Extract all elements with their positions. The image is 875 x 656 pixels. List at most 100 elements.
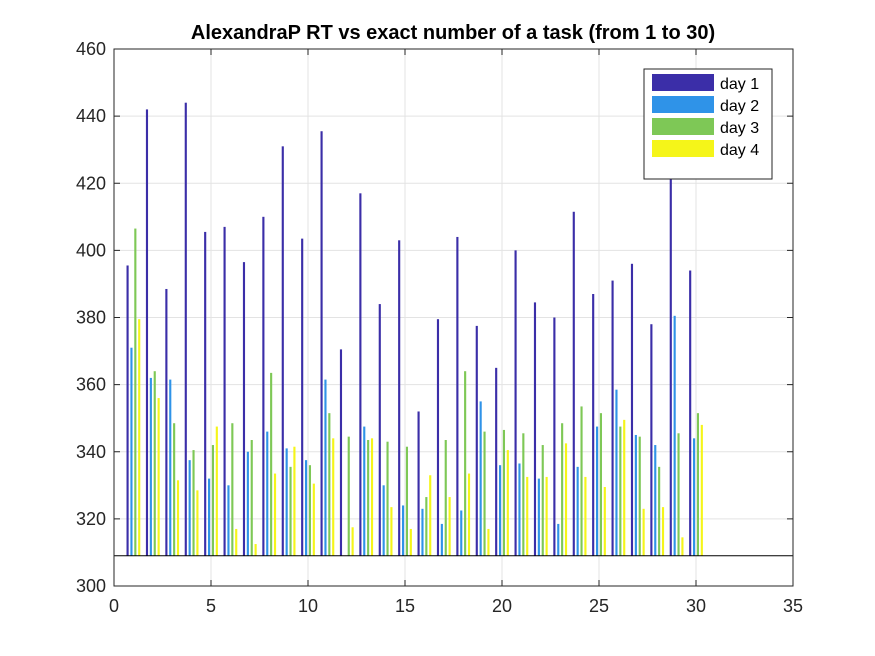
bar-day-4-task-11: [332, 438, 335, 556]
bar-day-2-task-22: [537, 478, 540, 556]
bar-day-3-task-2: [153, 371, 156, 556]
bar-day-3-task-22: [541, 445, 544, 556]
bar-day-2-task-13: [363, 426, 366, 556]
bar-day-4-task-25: [603, 486, 606, 556]
legend-swatch-day-3: [652, 118, 714, 135]
bar-day-1-task-27: [630, 263, 634, 556]
bar-day-3-task-6: [231, 423, 234, 556]
legend: day 1 day 2 day 3 day 4: [643, 68, 773, 180]
bar-day-1-task-12: [339, 349, 343, 556]
bar-day-4-task-13: [370, 438, 374, 556]
bar-day-1-task-13: [359, 193, 362, 556]
y-tick-label: 440: [76, 106, 106, 126]
bar-day-1-task-3: [165, 288, 168, 556]
bar-day-3-task-16: [425, 497, 428, 556]
bar-day-3-task-7: [250, 440, 253, 556]
bar-day-2-task-5: [207, 478, 211, 556]
bar-day-4-task-19: [487, 528, 490, 556]
y-tick-label: 400: [76, 240, 106, 260]
y-tick-label: 320: [76, 509, 106, 529]
bar-day-1-task-23: [553, 317, 556, 556]
bar-day-1-task-24: [572, 211, 575, 556]
bar-day-1-task-9: [281, 146, 284, 556]
legend-label-day-3: day 3: [720, 120, 759, 137]
bar-day-2-task-20: [498, 465, 502, 556]
bar-day-3-task-11: [328, 413, 331, 556]
bar-day-3-task-3: [173, 423, 176, 556]
legend-label-day-2: day 2: [720, 98, 759, 115]
bar-day-1-task-6: [223, 226, 226, 556]
bar-day-4-task-23: [564, 443, 568, 556]
bar-day-2-task-19: [479, 401, 482, 556]
bar-day-3-task-29: [677, 433, 680, 556]
legend-label-day-1: day 1: [720, 76, 759, 93]
legend-swatch-day-1: [652, 74, 714, 91]
bar-day-3-task-10: [308, 465, 312, 556]
bar-day-4-task-9: [293, 446, 296, 556]
y-tick-label: 420: [76, 173, 106, 193]
bar-day-4-task-17: [448, 497, 451, 556]
bar-day-4-task-26: [623, 419, 626, 556]
bar-day-1-task-25: [592, 294, 595, 556]
bar-day-3-task-21: [522, 433, 525, 556]
bar-day-2-task-9: [285, 448, 288, 556]
bar-day-1-task-4: [184, 102, 187, 556]
y-tick-label: 460: [76, 39, 106, 59]
bar-day-3-task-18: [464, 371, 467, 556]
x-tick-label: 30: [686, 596, 706, 616]
bar-day-4-task-27: [642, 508, 645, 556]
bar-day-2-task-6: [227, 485, 230, 556]
bar-day-1-task-14: [378, 304, 381, 556]
y-tick-label: 360: [76, 375, 106, 395]
bar-day-2-task-4: [188, 460, 191, 556]
bar-day-3-task-25: [599, 413, 603, 556]
bar-day-3-task-14: [386, 441, 389, 556]
bar-day-1-task-20: [495, 367, 498, 556]
bar-day-4-task-12: [351, 527, 354, 556]
bar-day-1-task-1: [126, 265, 129, 556]
bar-day-2-task-3: [169, 379, 172, 556]
bar-day-3-task-13: [367, 440, 370, 556]
y-axis-ticks: 300 320 340 360 380 400 420 440 460: [76, 39, 793, 596]
bar-day-2-task-7: [246, 451, 249, 556]
bar-day-1-task-7: [242, 262, 246, 556]
bar-day-1-task-22: [533, 302, 537, 556]
bar-day-1-task-5: [204, 231, 207, 556]
bar-day-2-task-16: [421, 508, 424, 556]
bar-day-1-task-19: [475, 325, 478, 556]
bar-day-1-task-11: [320, 131, 323, 556]
bar-day-3-task-1: [134, 228, 137, 556]
x-tick-label: 35: [783, 596, 803, 616]
bar-day-3-task-8: [270, 372, 273, 556]
bar-day-1-task-15: [398, 240, 401, 556]
bar-day-2-task-27: [634, 434, 637, 556]
bar-day-4-task-5: [215, 426, 218, 556]
x-tick-label: 10: [298, 596, 318, 616]
bar-day-2-task-18: [460, 510, 463, 556]
bars: [126, 102, 703, 556]
bar-day-3-task-23: [561, 423, 564, 556]
bar-day-4-task-4: [196, 490, 199, 556]
bar-day-2-task-2: [149, 377, 152, 556]
x-tick-label: 0: [109, 596, 119, 616]
bar-day-2-task-25: [595, 426, 599, 556]
bar-day-4-task-8: [273, 473, 277, 556]
bar-day-2-task-23: [557, 523, 560, 556]
bar-day-4-task-29: [681, 537, 684, 556]
y-tick-label: 380: [76, 308, 106, 328]
bar-day-3-task-24: [580, 406, 583, 556]
bar-day-2-task-26: [615, 389, 618, 556]
bar-day-3-task-12: [347, 436, 350, 556]
bar-day-3-task-9: [289, 466, 292, 556]
bar-day-1-task-10: [301, 238, 304, 556]
x-tick-label: 15: [395, 596, 415, 616]
bar-day-3-task-28: [658, 466, 661, 556]
bar-day-4-task-2: [157, 398, 160, 556]
bar-day-1-task-28: [650, 324, 653, 556]
bar-day-1-task-2: [145, 109, 149, 556]
bar-day-2-task-8: [266, 431, 269, 556]
bar-day-3-task-27: [638, 436, 641, 556]
bar-day-1-task-29: [669, 156, 672, 556]
bar-day-4-task-28: [661, 507, 665, 556]
